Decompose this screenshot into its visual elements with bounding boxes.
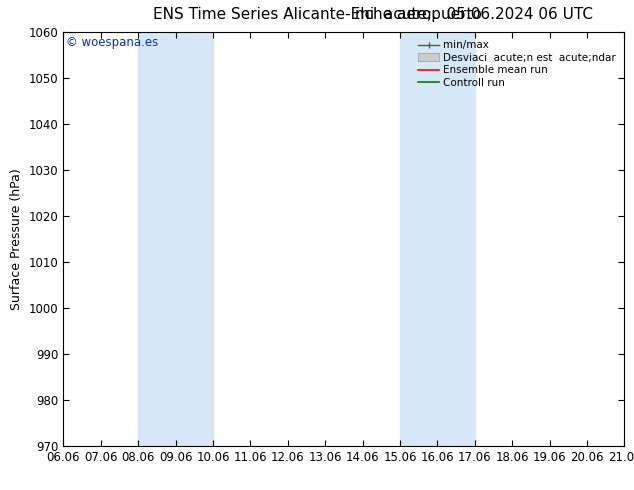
Text: © woespana.es: © woespana.es bbox=[66, 36, 158, 49]
Y-axis label: Surface Pressure (hPa): Surface Pressure (hPa) bbox=[10, 168, 23, 310]
Legend: min/max, Desviaci  acute;n est  acute;ndar, Ensemble mean run, Controll run: min/max, Desviaci acute;n est acute;ndar… bbox=[415, 37, 619, 91]
Text: mi  acute;.  05.06.2024 06 UTC: mi acute;. 05.06.2024 06 UTC bbox=[355, 7, 593, 23]
Bar bbox=[138, 32, 213, 446]
Text: ENS Time Series Alicante-Elche aeropuerto: ENS Time Series Alicante-Elche aeropuert… bbox=[153, 7, 481, 23]
Bar bbox=[400, 32, 475, 446]
